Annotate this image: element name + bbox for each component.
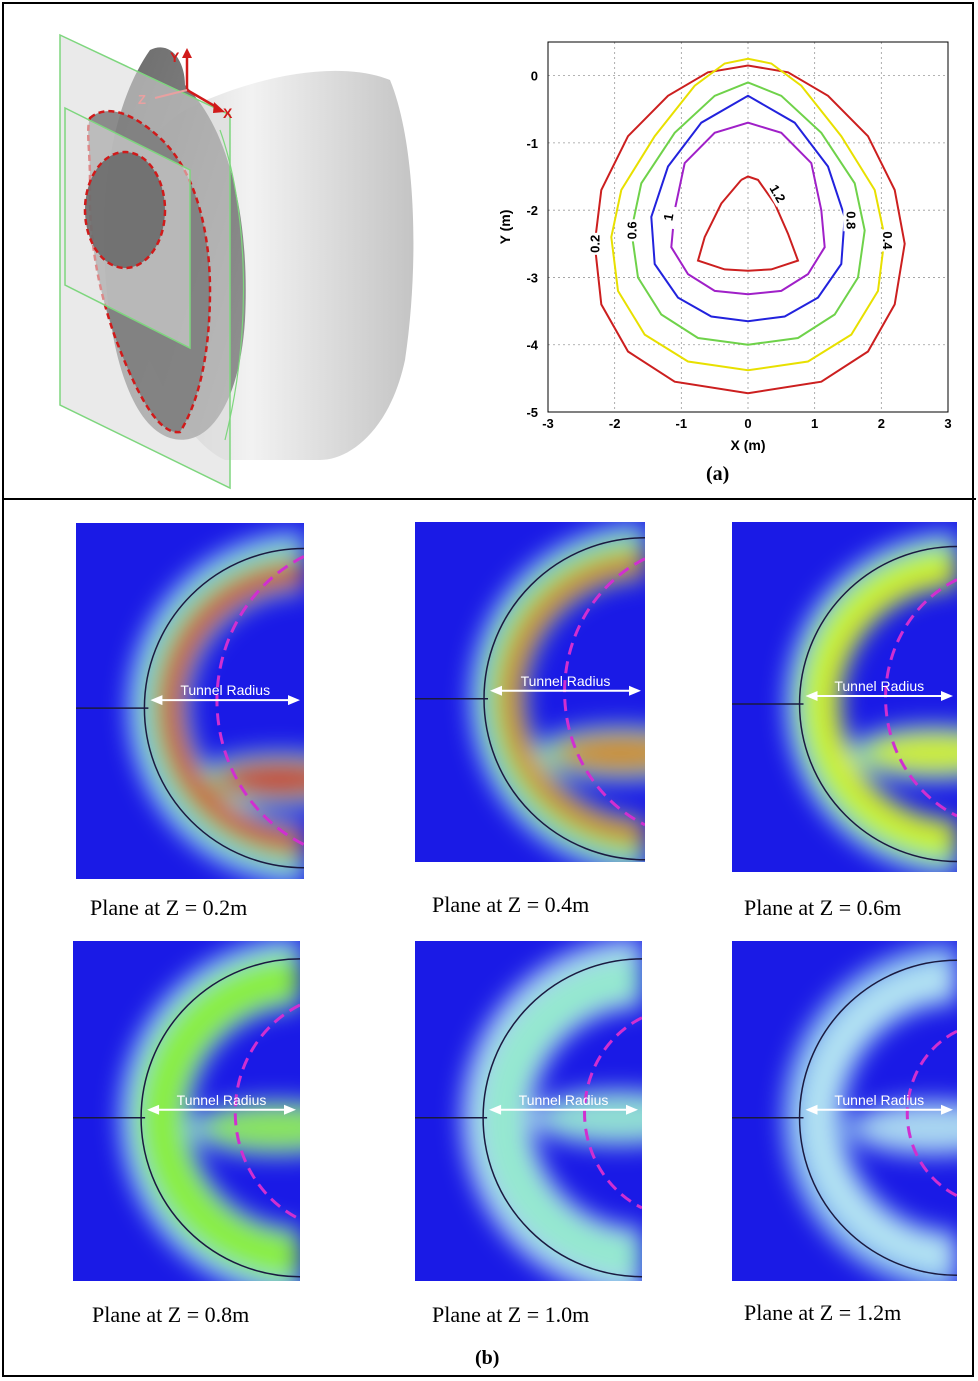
contour-line-0.2	[593, 64, 906, 395]
y-tick-label: 0	[531, 69, 538, 84]
heat-field	[786, 533, 957, 872]
y-tick-label: -2	[526, 203, 538, 218]
contour-line-0.6	[630, 81, 866, 346]
slice-plot-3: Tunnel Radius	[732, 522, 957, 872]
tunnel-radius-label: Tunnel Radius	[180, 682, 270, 698]
x-tick-label: 2	[878, 416, 885, 431]
tunnel-radius-label: Tunnel Radius	[834, 678, 924, 694]
influence-boundary	[905, 1029, 957, 1198]
plot-frame	[547, 41, 949, 413]
radius-arrowhead-right	[941, 1104, 953, 1115]
heat-field	[783, 944, 957, 1281]
tunnel-radius-label: Tunnel Radius	[834, 1092, 924, 1108]
contour-chart: -3 -2 -1 0 1 2 30-1-2-3-4-5 0.20.611.20.80.4 X…	[497, 41, 952, 453]
influence-boundary	[583, 1016, 642, 1210]
x-axis-label: X	[223, 105, 233, 121]
radius-arrowhead-right	[288, 695, 300, 706]
contour-label: 0.8	[843, 211, 858, 229]
radius-arrowhead-left	[489, 1104, 502, 1115]
y-axis-arrowhead	[182, 48, 192, 58]
chart-grid	[547, 42, 949, 413]
x-tick-label: -2	[609, 416, 621, 431]
contour-label: 0.2	[588, 235, 603, 253]
y-axis-label: Y	[170, 49, 180, 65]
radius-arrowhead-right	[629, 685, 641, 696]
slice-caption: Plane at Z = 0.8m	[92, 1302, 250, 1327]
slice-plot-6: Tunnel Radius	[732, 941, 957, 1281]
slice-caption: Plane at Z = 0.4m	[432, 892, 590, 917]
z-axis-label: Z	[138, 92, 146, 107]
x-axis-arrow	[186, 88, 219, 110]
slice-caption: Plane at Z = 0.6m	[744, 895, 902, 920]
y-axis-title: Y (m)	[497, 210, 513, 245]
x-tick-label: 0	[744, 416, 751, 431]
tunnel-radius-label: Tunnel Radius	[521, 673, 611, 689]
radius-arrowhead-right	[284, 1104, 296, 1115]
contour-label-bg	[843, 209, 860, 232]
heat-field	[128, 532, 304, 879]
radius-arrowhead-right	[941, 691, 953, 701]
x-tick-label: 3	[944, 416, 951, 431]
radius-arrowhead-left	[805, 691, 818, 701]
radius-arrowhead-left	[490, 685, 502, 696]
contour-label-bg	[880, 229, 896, 252]
contour-label-bg	[765, 179, 791, 207]
y-tick-label: -4	[526, 338, 538, 353]
contour-label-bg	[623, 219, 640, 242]
tunnel-3d-model: Y X Z	[59, 33, 414, 490]
tunnel-radius-label: Tunnel Radius	[519, 1092, 609, 1108]
heat-field	[120, 941, 300, 1281]
contour-label-bg	[658, 204, 678, 230]
panel-divider	[2, 498, 976, 500]
inner-cut-outline	[83, 150, 167, 270]
radius-arrowhead-left	[147, 1104, 160, 1115]
plane-intersection-curve	[219, 129, 245, 441]
contour-label-bg	[586, 232, 603, 255]
slice-caption: Plane at Z = 1.0m	[432, 1302, 590, 1327]
contour-label: 0.4	[880, 231, 895, 250]
slice-plot-4: Tunnel Radius	[73, 941, 300, 1281]
radius-arrowhead-right	[626, 1104, 638, 1115]
z-axis-arrow	[154, 89, 188, 99]
tunnel-radius-label: Tunnel Radius	[177, 1092, 267, 1108]
contour-label: 0.6	[624, 221, 639, 239]
y-tick-label: -5	[526, 405, 538, 420]
chart-contours	[593, 57, 906, 395]
contour-line-0.4	[610, 57, 886, 372]
x-tick-label: -1	[676, 416, 688, 431]
influence-boundary	[884, 578, 957, 818]
slice-plot-5: Tunnel Radius	[415, 941, 642, 1281]
chart-ticks: -3 -2 -1 0 1 2 3 0 -1 -2 -3 -4 -5	[526, 69, 951, 431]
contour-label: 1	[660, 212, 676, 222]
contour-line-1.2	[696, 175, 800, 272]
panel-b-label: (b)	[475, 1347, 500, 1369]
panel-a-label: (a)	[706, 463, 730, 485]
y-tick-label: -1	[526, 136, 538, 151]
slice-caption: Plane at Z = 1.2m	[744, 1300, 902, 1325]
heat-field	[462, 941, 642, 1281]
heat-field	[470, 524, 645, 862]
radius-arrowhead-left	[150, 695, 163, 706]
x-axis-title: X (m)	[731, 437, 766, 453]
slice-plot-1: Tunnel Radius	[76, 523, 304, 879]
contour-line-0.8	[670, 121, 826, 296]
x-tick-label: -3	[542, 416, 554, 431]
slice-plot-2: Tunnel Radius	[415, 522, 645, 862]
radius-arrowhead-left	[805, 1104, 818, 1115]
slice-caption: Plane at Z = 0.2m	[90, 895, 248, 920]
x-tick-label: 1	[811, 416, 818, 431]
y-tick-label: -3	[526, 270, 538, 285]
contour-line-1	[650, 94, 846, 323]
x-axis-arrowhead	[213, 102, 225, 113]
